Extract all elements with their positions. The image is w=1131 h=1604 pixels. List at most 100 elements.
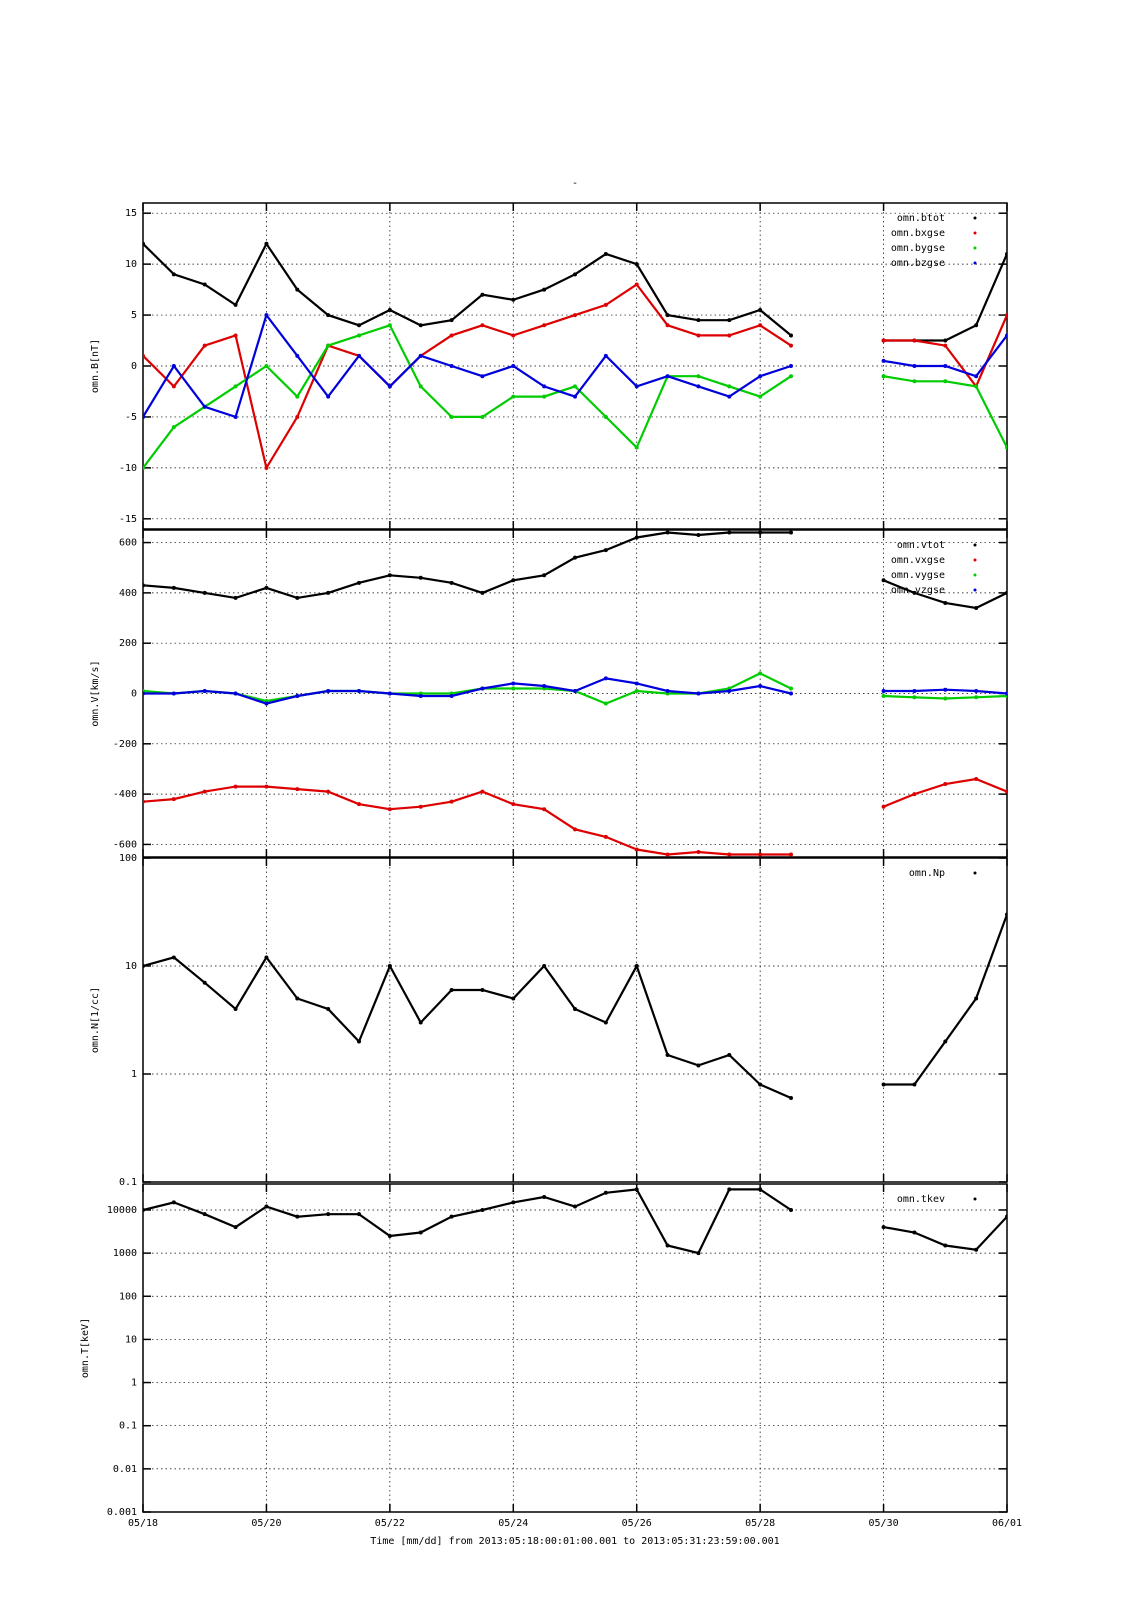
data-point bbox=[264, 465, 269, 470]
data-point bbox=[634, 964, 639, 968]
data-point bbox=[357, 1039, 361, 1044]
data-point bbox=[758, 683, 763, 688]
data-point bbox=[727, 1187, 732, 1192]
data-point bbox=[912, 792, 917, 797]
y-tick-label: 10 bbox=[125, 1334, 137, 1345]
data-point bbox=[171, 364, 176, 368]
data-point bbox=[480, 987, 485, 992]
y-tick-label: 1000 bbox=[113, 1248, 137, 1259]
data-point bbox=[511, 681, 516, 686]
data-point bbox=[974, 605, 979, 610]
data-point bbox=[974, 323, 979, 328]
data-point bbox=[1005, 789, 1007, 794]
data-point bbox=[727, 530, 732, 535]
legend-label: omn.vtot bbox=[897, 540, 945, 551]
data-point bbox=[233, 784, 238, 789]
y-axis-label: omn.N[1/cc] bbox=[90, 987, 101, 1053]
data-point bbox=[634, 282, 639, 287]
data-point bbox=[202, 1212, 207, 1217]
data-point bbox=[264, 241, 269, 246]
y-axis-label: omn.T[keV] bbox=[80, 1318, 91, 1378]
data-point bbox=[881, 358, 886, 363]
data-point bbox=[542, 1194, 547, 1199]
legend-label: omn.tkev bbox=[897, 1194, 945, 1205]
data-point bbox=[634, 688, 639, 693]
data-point bbox=[418, 575, 423, 580]
data-point bbox=[171, 955, 176, 960]
data-point bbox=[974, 374, 979, 379]
data-point bbox=[943, 782, 948, 787]
data-point bbox=[912, 688, 917, 693]
data-point bbox=[727, 384, 732, 389]
data-point bbox=[974, 384, 979, 389]
data-point bbox=[233, 302, 238, 307]
series-line bbox=[143, 283, 1007, 471]
data-point bbox=[264, 364, 269, 368]
legend-marker bbox=[973, 246, 977, 250]
legend-label: omn.vygse bbox=[891, 570, 945, 581]
data-point bbox=[326, 688, 331, 693]
data-point bbox=[758, 307, 763, 312]
legend-marker bbox=[973, 216, 977, 220]
data-point bbox=[912, 364, 917, 368]
data-point bbox=[295, 414, 300, 419]
data-point bbox=[1005, 590, 1007, 595]
data-point bbox=[418, 1230, 423, 1235]
data-point bbox=[573, 384, 577, 389]
legend-label: omn.btot bbox=[897, 213, 945, 224]
data-point bbox=[480, 323, 485, 328]
data-point bbox=[326, 343, 331, 348]
legend-label: omn.vzgse bbox=[891, 585, 945, 596]
y-tick-label: -15 bbox=[119, 514, 137, 525]
legend-marker bbox=[973, 588, 977, 592]
series-line bbox=[143, 672, 1007, 705]
data-point bbox=[634, 384, 639, 389]
data-point bbox=[143, 799, 145, 804]
data-point bbox=[511, 333, 516, 338]
data-point bbox=[387, 691, 392, 696]
data-point bbox=[449, 364, 454, 368]
plot-area bbox=[143, 241, 1007, 471]
data-point bbox=[511, 802, 516, 807]
data-point bbox=[696, 533, 701, 538]
data-point bbox=[449, 580, 454, 585]
data-point bbox=[912, 1230, 917, 1235]
data-point bbox=[480, 1207, 485, 1212]
data-point bbox=[881, 338, 886, 343]
x-tick-label: 05/18 bbox=[128, 1518, 158, 1529]
data-point bbox=[449, 1214, 454, 1219]
data-point bbox=[573, 555, 577, 560]
data-point bbox=[202, 688, 207, 693]
data-point bbox=[233, 384, 238, 389]
data-point bbox=[449, 799, 454, 804]
data-point bbox=[789, 1095, 793, 1100]
data-point bbox=[634, 262, 639, 267]
y-tick-label: 0 bbox=[131, 361, 137, 372]
data-point bbox=[1005, 333, 1007, 338]
x-tick-label: 06/01 bbox=[992, 1518, 1022, 1529]
data-point bbox=[943, 1243, 948, 1248]
data-point bbox=[573, 272, 577, 277]
data-point bbox=[511, 364, 516, 368]
data-point bbox=[387, 1233, 392, 1238]
data-point bbox=[511, 394, 516, 399]
data-point bbox=[542, 394, 547, 399]
plot-frame bbox=[142, 202, 1008, 530]
data-point bbox=[881, 578, 886, 583]
x-tick-label: 05/30 bbox=[869, 1518, 899, 1529]
data-point bbox=[480, 686, 485, 691]
data-point bbox=[573, 688, 577, 693]
data-point bbox=[727, 318, 732, 323]
data-point bbox=[387, 307, 392, 312]
series-line bbox=[143, 531, 1007, 610]
data-point bbox=[171, 272, 176, 277]
data-point bbox=[295, 394, 300, 399]
x-axis-label: Time [mm/dd] from 2013:05:18:00:01:00.00… bbox=[370, 1536, 779, 1547]
data-point bbox=[881, 688, 886, 693]
data-point bbox=[1005, 691, 1007, 696]
data-point bbox=[634, 847, 639, 852]
data-point bbox=[542, 384, 547, 389]
data-point bbox=[233, 333, 238, 338]
data-point bbox=[912, 695, 917, 700]
